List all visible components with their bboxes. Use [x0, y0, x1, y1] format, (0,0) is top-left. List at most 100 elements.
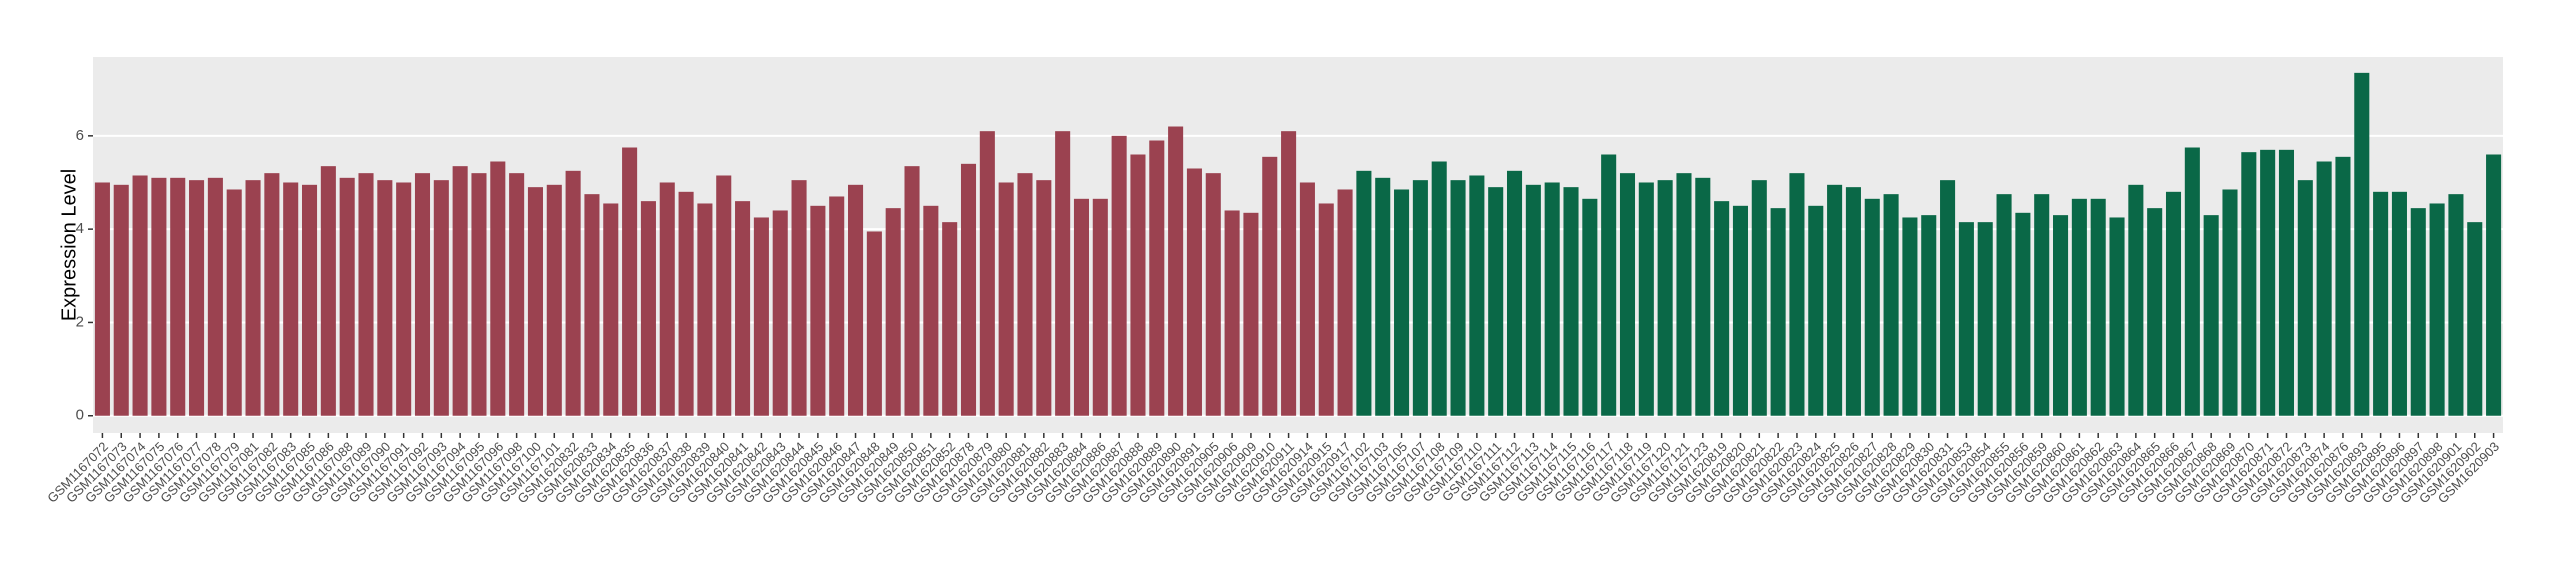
bar	[2184, 147, 2200, 416]
bar	[414, 173, 431, 416]
bar	[2241, 152, 2257, 416]
bar	[2391, 191, 2407, 416]
bar	[640, 201, 656, 416]
bar	[1299, 182, 1315, 416]
bar	[697, 203, 713, 416]
bar	[2071, 198, 2087, 416]
bar	[377, 180, 393, 416]
bar	[358, 173, 374, 416]
bar	[2316, 161, 2332, 416]
bar	[132, 175, 148, 416]
bar	[1864, 198, 1880, 416]
bar	[1130, 154, 1146, 416]
bar	[1431, 161, 1447, 416]
bar	[810, 205, 826, 416]
bar	[452, 166, 468, 416]
bar	[1337, 189, 1353, 416]
bar	[207, 177, 223, 416]
bar	[1168, 126, 1184, 416]
bar	[979, 131, 995, 416]
bar	[2429, 203, 2445, 416]
bar	[2467, 222, 2483, 416]
bar	[866, 231, 882, 416]
y-tick-label: 0	[76, 407, 84, 424]
bar	[829, 196, 845, 416]
bar	[1243, 212, 1259, 416]
bar	[1544, 182, 1560, 416]
bar	[1488, 187, 1504, 416]
bar	[1394, 189, 1410, 416]
bar	[1036, 180, 1052, 416]
y-tick-label: 6	[76, 127, 84, 144]
bar	[245, 180, 261, 416]
bar	[1695, 177, 1711, 416]
bar	[2165, 191, 2182, 416]
bar	[1017, 173, 1033, 416]
bar	[904, 166, 920, 416]
bar	[1902, 217, 1918, 416]
bar	[885, 208, 901, 416]
bar	[2297, 180, 2313, 416]
bar	[1356, 170, 1372, 416]
bar	[2486, 154, 2502, 416]
bar	[2335, 156, 2351, 416]
bar	[735, 201, 751, 416]
bar	[1224, 210, 1240, 416]
bar	[1714, 201, 1730, 416]
bar	[264, 173, 280, 416]
bar	[1940, 180, 1956, 416]
bar	[2203, 215, 2219, 416]
bar	[960, 163, 977, 416]
bar	[1883, 194, 1899, 416]
bar	[942, 222, 958, 416]
bar	[678, 191, 694, 416]
bar	[1055, 131, 1071, 416]
bar	[2373, 191, 2389, 416]
bar	[1601, 154, 1617, 416]
bar	[546, 184, 562, 416]
bar	[1186, 168, 1202, 416]
bar	[1525, 184, 1541, 416]
bar	[2354, 72, 2370, 416]
bar	[396, 182, 412, 416]
bar	[2034, 194, 2050, 416]
bar	[2109, 217, 2125, 416]
bar	[1676, 173, 1692, 416]
bar	[113, 184, 129, 416]
bar	[1375, 177, 1391, 416]
bar	[1996, 194, 2012, 416]
bar	[848, 184, 864, 416]
bar	[1751, 180, 1767, 416]
bar	[1506, 170, 1523, 416]
bar	[151, 177, 167, 416]
bar	[1205, 173, 1221, 416]
bar	[1845, 187, 1861, 416]
y-tick-label: 4	[76, 220, 84, 237]
bar	[1412, 180, 1428, 416]
bar	[301, 184, 318, 416]
bar	[1262, 156, 1278, 416]
bar	[2448, 194, 2464, 416]
bar	[2278, 149, 2295, 416]
bar	[1977, 222, 1993, 416]
bar	[2410, 208, 2426, 416]
bar	[1808, 205, 1824, 416]
bar	[2260, 149, 2276, 416]
bar	[1958, 222, 1974, 416]
bar	[1450, 180, 1466, 416]
bar	[1111, 135, 1127, 416]
bar	[283, 182, 299, 416]
bar	[1149, 140, 1165, 416]
bar	[2128, 184, 2144, 416]
bar	[1789, 173, 1805, 416]
bar	[1582, 198, 1598, 416]
bar	[2053, 215, 2069, 416]
bar	[2147, 208, 2163, 416]
bar	[509, 173, 525, 416]
bar	[1921, 215, 1937, 416]
bar	[923, 205, 939, 416]
bar	[1281, 131, 1297, 416]
bar	[2015, 212, 2031, 416]
bar	[1092, 198, 1108, 416]
